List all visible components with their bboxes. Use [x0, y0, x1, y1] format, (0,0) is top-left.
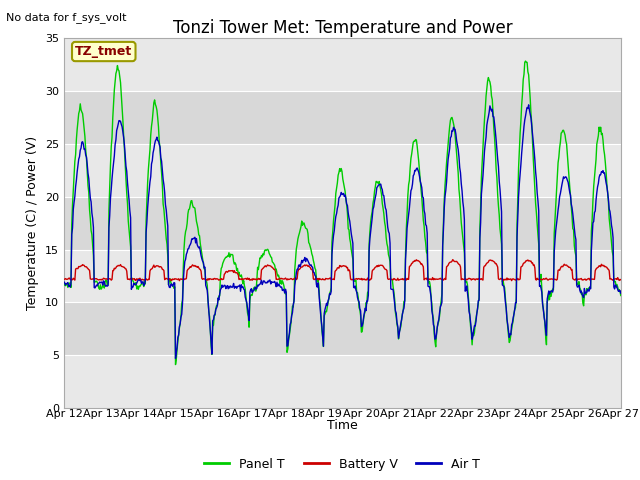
Battery V [60, 276, 68, 282]
Line: Battery V: Battery V [64, 260, 621, 281]
Battery V [127, 276, 135, 282]
Panel T [185, 206, 193, 212]
Air T [172, 356, 179, 361]
Air T [70, 199, 78, 205]
Panel T [127, 276, 135, 282]
X-axis label: Time: Time [327, 420, 358, 432]
Battery V [185, 266, 193, 272]
Battery V [214, 276, 222, 282]
Air T [617, 290, 625, 296]
Air T [185, 246, 193, 252]
Bar [64, 355, 621, 408]
Bar [64, 38, 621, 91]
Bar [64, 91, 621, 144]
Panel T [172, 362, 179, 368]
Panel T [411, 138, 419, 144]
Battery V [428, 276, 435, 282]
Battery V [175, 278, 183, 284]
Air T [60, 279, 68, 285]
Bar [64, 250, 621, 302]
Y-axis label: Temperature (C) / Power (V): Temperature (C) / Power (V) [26, 136, 40, 310]
Line: Panel T: Panel T [64, 61, 621, 365]
Panel T [428, 295, 435, 300]
Battery V [617, 277, 625, 283]
Text: No data for f_sys_volt: No data for f_sys_volt [6, 12, 127, 23]
Battery V [449, 257, 456, 263]
Air T [525, 102, 532, 108]
Air T [428, 294, 435, 300]
Bar [64, 302, 621, 355]
Panel T [522, 58, 529, 64]
Title: Tonzi Tower Met: Temperature and Power: Tonzi Tower Met: Temperature and Power [173, 19, 512, 37]
Bar [64, 197, 621, 250]
Air T [411, 168, 419, 173]
Panel T [70, 173, 78, 179]
Legend: Panel T, Battery V, Air T: Panel T, Battery V, Air T [200, 453, 485, 476]
Text: TZ_tmet: TZ_tmet [75, 45, 132, 58]
Air T [127, 287, 135, 292]
Line: Air T: Air T [64, 105, 621, 359]
Air T [214, 295, 222, 301]
Panel T [617, 293, 625, 299]
Battery V [70, 276, 78, 282]
Panel T [214, 296, 222, 302]
Panel T [60, 280, 68, 286]
Bar [64, 144, 621, 197]
Battery V [411, 258, 419, 264]
